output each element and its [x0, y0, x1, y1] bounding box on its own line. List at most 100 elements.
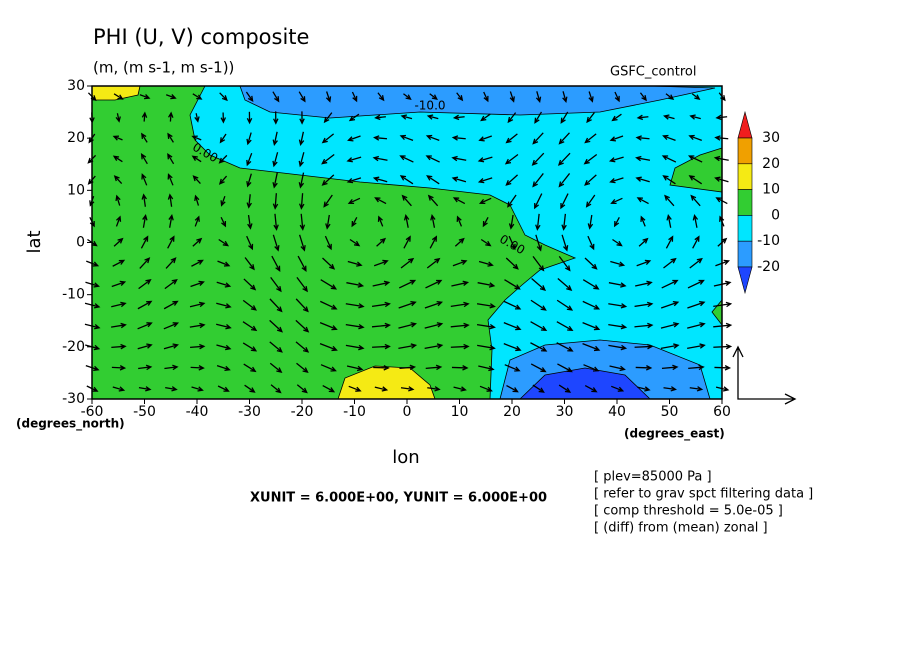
- wind-vector: [400, 257, 415, 269]
- wind-vector: [296, 362, 309, 374]
- wind-vector: [585, 194, 596, 208]
- wind-vector: [608, 303, 628, 309]
- wind-vector: [429, 235, 438, 249]
- y-axis-label: lat: [24, 230, 45, 253]
- wind-vector: [345, 344, 365, 351]
- wind-vector: [665, 93, 675, 101]
- wind-vector: [243, 278, 257, 291]
- wind-vector: [477, 344, 496, 351]
- wind-vector: [613, 216, 620, 228]
- wind-vector: [296, 277, 308, 293]
- wind-vector: [661, 279, 679, 289]
- chart-title: PHI (U, V) composite: [93, 25, 309, 49]
- x-tick-label: -10: [343, 404, 366, 420]
- wind-vector: [218, 238, 230, 247]
- wind-vector: [111, 343, 127, 350]
- wind-vector: [403, 214, 410, 228]
- x-tick-label: 40: [608, 404, 626, 420]
- colorbar-label: 0: [771, 207, 780, 223]
- wind-vector: [349, 238, 361, 247]
- wind-vector: [299, 111, 305, 125]
- wind-vector: [164, 278, 178, 290]
- wind-vector: [194, 215, 200, 227]
- x-tick-label: -30: [238, 404, 261, 420]
- wind-vector: [112, 386, 126, 392]
- wind-vector: [426, 257, 441, 269]
- wind-vector: [666, 214, 672, 228]
- wind-vector: [323, 112, 333, 124]
- wind-vector: [477, 156, 493, 163]
- wind-vector: [269, 341, 283, 353]
- wind-vector: [558, 384, 572, 393]
- contour-region: [189, 85, 723, 400]
- wind-vector: [610, 260, 626, 267]
- wind-vector: [503, 343, 522, 352]
- wind-vector: [450, 322, 470, 329]
- wind-vector: [503, 322, 522, 331]
- wind-vector: [506, 384, 519, 393]
- wind-vector: [137, 300, 153, 310]
- wind-vector: [636, 114, 649, 121]
- wind-vector: [219, 133, 227, 144]
- wind-vector: [111, 365, 127, 371]
- wind-vector: [660, 301, 680, 309]
- wind-vector: [163, 322, 180, 330]
- wind-vector: [612, 238, 623, 247]
- wind-vector: [246, 173, 252, 188]
- wind-vector: [138, 386, 152, 392]
- y-tick-label: 0: [76, 235, 85, 251]
- wind-vector: [321, 174, 335, 186]
- wind-vector: [505, 257, 519, 270]
- wind-vector: [398, 279, 417, 289]
- wind-vector: [115, 215, 122, 227]
- wind-vector: [638, 237, 649, 247]
- wind-vector: [451, 155, 467, 162]
- wind-vector: [376, 237, 387, 247]
- wind-vector: [220, 195, 226, 207]
- wind-vector: [377, 215, 384, 227]
- wind-vector: [479, 385, 493, 392]
- wind-vector: [322, 384, 336, 393]
- wind-vector: [403, 93, 412, 101]
- wind-vector: [272, 234, 280, 252]
- wind-vector: [400, 386, 415, 392]
- wind-vector: [137, 322, 153, 330]
- wind-vector: [322, 257, 336, 270]
- wind-vector: [452, 114, 465, 121]
- wind-vector: [583, 153, 598, 165]
- wind-vector: [113, 93, 124, 100]
- x-tick-label: 30: [556, 404, 574, 420]
- x-tick-label: -60: [81, 404, 104, 420]
- wind-vector: [345, 323, 365, 330]
- wind-vector: [141, 111, 148, 122]
- wind-vector: [189, 301, 206, 308]
- wind-vector: [246, 132, 252, 146]
- wind-vector: [194, 194, 200, 206]
- wind-vector: [189, 322, 206, 329]
- wind-vector: [609, 135, 624, 142]
- wind-vector: [456, 92, 464, 102]
- wind-vector: [273, 213, 279, 231]
- wind-vector: [245, 91, 254, 103]
- wind-vector: [688, 155, 703, 163]
- wind-vector: [167, 235, 175, 249]
- wind-vector: [692, 214, 699, 228]
- wind-vector: [690, 194, 701, 207]
- x-tick-label: -20: [291, 404, 314, 420]
- wind-vector: [424, 322, 444, 329]
- wind-vector: [115, 194, 121, 206]
- wind-vector: [531, 152, 545, 166]
- wind-vector: [507, 112, 517, 124]
- wind-vector: [295, 319, 310, 333]
- wind-vector: [217, 385, 230, 392]
- wind-vector: [273, 111, 279, 125]
- wind-vector: [348, 113, 360, 122]
- wind-vector: [113, 175, 123, 185]
- wind-vector: [504, 364, 521, 372]
- wind-vector: [634, 301, 654, 308]
- wind-vector: [219, 92, 228, 102]
- wind-vector: [246, 235, 254, 251]
- wind-vector: [687, 343, 706, 350]
- x-tick-label: 0: [403, 404, 412, 420]
- note: [ refer to grav spct filtering data ]: [594, 487, 813, 502]
